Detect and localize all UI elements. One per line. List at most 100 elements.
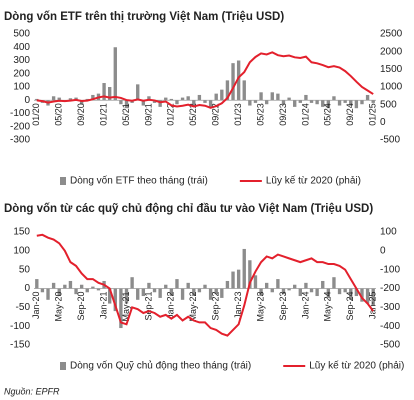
bar bbox=[102, 83, 106, 101]
bar bbox=[119, 100, 123, 105]
bar bbox=[192, 288, 196, 297]
bar bbox=[321, 100, 325, 107]
bar bbox=[276, 279, 280, 289]
bar bbox=[287, 97, 291, 101]
y-tick-label: -100 bbox=[10, 108, 30, 119]
bar bbox=[186, 96, 190, 101]
bar bbox=[248, 260, 252, 289]
x-tick-label: 09/20 bbox=[76, 103, 86, 126]
x-tick-label: 05/23 bbox=[255, 103, 265, 126]
bar bbox=[326, 288, 331, 298]
bar bbox=[113, 47, 117, 101]
bar bbox=[136, 84, 140, 101]
bar bbox=[169, 98, 174, 101]
bar bbox=[231, 63, 235, 101]
bar bbox=[147, 282, 151, 289]
x-tick-label: May-22 bbox=[188, 292, 198, 322]
bar bbox=[113, 288, 117, 312]
bar bbox=[242, 248, 246, 289]
legend-label: Lũy kế từ 2020 (phải) bbox=[266, 175, 361, 187]
bar bbox=[259, 92, 263, 101]
bar bbox=[208, 288, 213, 300]
x-tick-label: Jan-23 bbox=[233, 292, 243, 320]
y-tick-label: -200 bbox=[10, 121, 30, 132]
bar bbox=[169, 288, 174, 297]
bar bbox=[298, 288, 302, 297]
bar bbox=[214, 288, 218, 295]
x-tick-label: 05/20 bbox=[54, 103, 64, 126]
bar bbox=[349, 288, 353, 300]
x-tick-label: Jan-22 bbox=[166, 292, 176, 320]
x-tick-label: 01/25 bbox=[368, 103, 378, 126]
bar bbox=[360, 100, 364, 105]
bar bbox=[293, 100, 297, 107]
bar bbox=[343, 288, 347, 293]
bar bbox=[108, 288, 112, 304]
bar bbox=[225, 80, 230, 101]
bar bbox=[337, 100, 342, 106]
bar bbox=[354, 100, 359, 109]
bar bbox=[304, 282, 308, 289]
y2-tick-label: -100 bbox=[380, 264, 400, 275]
bar bbox=[264, 100, 269, 105]
line bbox=[36, 233, 374, 337]
source: Nguồn: EPFR bbox=[4, 386, 60, 396]
bar bbox=[270, 92, 274, 101]
bar bbox=[141, 100, 146, 106]
y-tick-label: -100 bbox=[10, 321, 30, 332]
y2-tick-label: 100 bbox=[380, 227, 397, 238]
y2-tick-label: -300 bbox=[380, 302, 400, 313]
x-tick-label: Sep-20 bbox=[76, 292, 86, 321]
bar bbox=[332, 277, 336, 289]
y2-tick-label: -200 bbox=[380, 283, 400, 294]
x-tick-label: 01/24 bbox=[300, 103, 310, 126]
bar bbox=[354, 288, 359, 297]
x-tick-label: Jan-25 bbox=[368, 292, 378, 320]
x-tick-label: 05/22 bbox=[188, 103, 198, 126]
bar bbox=[287, 288, 291, 291]
bar bbox=[51, 96, 56, 101]
bar bbox=[91, 94, 95, 101]
bar bbox=[203, 100, 207, 103]
x-tick-label: Sep-23 bbox=[278, 292, 288, 321]
bar bbox=[231, 271, 235, 289]
line bbox=[36, 51, 374, 109]
legend-swatch bbox=[60, 362, 66, 370]
bar bbox=[365, 94, 370, 101]
legend-swatch bbox=[60, 177, 66, 185]
bar bbox=[186, 282, 190, 289]
bar bbox=[158, 100, 162, 107]
bar bbox=[68, 98, 73, 101]
x-tick-label: Jan-20 bbox=[31, 292, 41, 320]
bar bbox=[236, 269, 241, 289]
x-tick-label: 01/23 bbox=[233, 103, 243, 126]
y2-tick-label: 500 bbox=[380, 99, 397, 110]
bar bbox=[85, 288, 89, 293]
bar bbox=[130, 277, 134, 289]
bar bbox=[197, 288, 202, 293]
bar bbox=[79, 100, 84, 105]
bar bbox=[253, 275, 258, 289]
bar bbox=[365, 288, 370, 304]
y-tick-label: 500 bbox=[13, 29, 30, 40]
x-tick-label: 09/24 bbox=[345, 103, 355, 126]
y-tick-label: 0 bbox=[24, 95, 30, 106]
bar bbox=[220, 288, 224, 298]
bar bbox=[57, 288, 61, 297]
bar bbox=[96, 288, 101, 291]
bar bbox=[68, 280, 73, 289]
y-tick-label: -300 bbox=[10, 135, 30, 146]
x-tick-label: May-21 bbox=[121, 292, 131, 322]
y2-tick-label: 2500 bbox=[380, 29, 403, 40]
bar bbox=[147, 96, 151, 101]
bar bbox=[74, 288, 78, 295]
y2-tick-label: -400 bbox=[380, 321, 400, 332]
bar bbox=[208, 100, 213, 109]
bar bbox=[242, 80, 246, 101]
bar bbox=[270, 288, 274, 293]
x-tick-label: 05/21 bbox=[121, 103, 131, 126]
x-tick-label: 09/23 bbox=[278, 103, 288, 126]
bar bbox=[197, 94, 202, 101]
bar bbox=[281, 100, 286, 105]
x-tick-label: Sep-24 bbox=[345, 292, 355, 321]
